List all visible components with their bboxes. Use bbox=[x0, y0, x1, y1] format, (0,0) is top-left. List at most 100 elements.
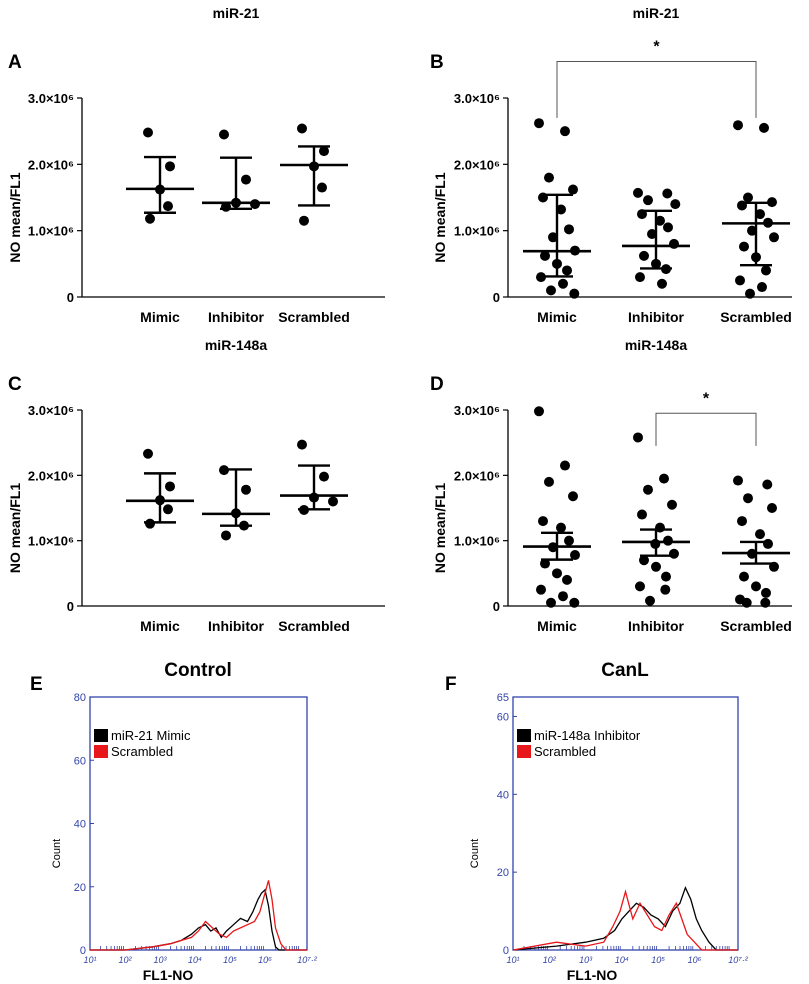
panel-A-data-point bbox=[241, 174, 251, 185]
panel-F-xtick-label: 10² bbox=[543, 955, 557, 965]
panel-D-data-point bbox=[660, 584, 671, 595]
panel-D-data-point bbox=[667, 499, 677, 510]
panel-A-ytick-label: 1.0×10⁶ bbox=[28, 224, 74, 239]
panel-A-data-point bbox=[163, 201, 173, 212]
panel-D-data-point bbox=[733, 475, 743, 486]
panel-C-data-point bbox=[221, 530, 231, 541]
panel-D-data-point bbox=[659, 473, 669, 484]
panel-letter-F: F bbox=[445, 674, 457, 695]
panel-F-xtick-label: 10⁵ bbox=[651, 955, 665, 965]
panel-B-data-point bbox=[568, 184, 578, 195]
panel-D-significance-bracket bbox=[655, 412, 757, 446]
panel-E-ytick-label: 60 bbox=[74, 755, 86, 767]
panel-D-data-point bbox=[637, 509, 647, 520]
panel-D-data-point bbox=[669, 548, 679, 559]
panel-E-legend-label: miR-21 Mimic bbox=[111, 728, 191, 743]
panel-D-data-point bbox=[562, 574, 572, 585]
panel-B-data-point bbox=[669, 238, 679, 249]
panel-E-xtick-label: 10² bbox=[118, 955, 132, 965]
panel-B-category-label: Mimic bbox=[537, 309, 577, 325]
panel-B-data-point bbox=[735, 275, 745, 286]
panel-F-histogram-scrambled bbox=[512, 889, 738, 951]
panel-D-data-point bbox=[737, 516, 747, 527]
panel-F-ytick-label: 60 bbox=[497, 711, 509, 723]
panel-D-data-point bbox=[760, 597, 771, 608]
panel-D-data-point bbox=[635, 581, 645, 592]
panel-B-data-point bbox=[743, 192, 753, 203]
panel-D-data-point bbox=[558, 591, 568, 602]
panel-E-xtick-label: 10³ bbox=[153, 955, 167, 965]
panel-E-ytick-label: 40 bbox=[74, 819, 86, 831]
panel-B-data-point bbox=[757, 282, 767, 293]
panel-C-ytick-label: 2.0×10⁶ bbox=[28, 468, 74, 483]
panel-E-ytick-label: 0 bbox=[80, 945, 86, 957]
panel-C-ytick-label: 0 bbox=[67, 599, 74, 614]
panel-B-data-point bbox=[769, 232, 779, 243]
panel-C-data-point bbox=[319, 471, 329, 482]
panel-E-ylabel: Count bbox=[51, 839, 63, 868]
panel-B-data-point bbox=[544, 172, 554, 183]
panel-A-data-point bbox=[299, 215, 309, 226]
panel-B-ytick-label: 0 bbox=[493, 290, 500, 305]
panel-F-xtick-label: 10⁷·² bbox=[728, 955, 748, 965]
panel-B-data-point bbox=[663, 222, 673, 233]
panel-C-category-label: Scrambled bbox=[278, 618, 350, 634]
panel-C-data-point bbox=[328, 496, 338, 507]
panel-D-data-point bbox=[560, 460, 570, 471]
panel-letter-A: A bbox=[8, 52, 22, 73]
panel-B-ytick-label: 2.0×10⁶ bbox=[454, 157, 500, 172]
panel-B-data-point bbox=[670, 199, 681, 210]
panel-E-xtick-label: 10⁴ bbox=[188, 955, 202, 965]
panel-B-data-point bbox=[733, 120, 743, 131]
panel-D-ytick-label: 2.0×10⁶ bbox=[454, 468, 500, 483]
panel-A-ytick-label: 2.0×10⁶ bbox=[28, 157, 74, 172]
panel-C-data-point bbox=[297, 439, 307, 450]
panel-D-ylabel: NO mean/FL1 bbox=[432, 483, 448, 573]
panel-A-data-point bbox=[165, 161, 175, 172]
panel-D-category-label: Mimic bbox=[537, 618, 577, 634]
panel-E-xtick-label: 10⁶ bbox=[258, 955, 272, 965]
panel-B-data-point bbox=[635, 272, 645, 283]
panel-B-data-point bbox=[655, 215, 665, 226]
panel-D-ytick-label: 0 bbox=[493, 599, 500, 614]
panel-F-xtick-label: 10¹ bbox=[506, 955, 519, 965]
panel-A-data-point bbox=[297, 123, 307, 134]
panel-letter-C: C bbox=[8, 374, 22, 395]
panel-D-data-point bbox=[767, 503, 777, 513]
panel-E-histogram-scrambled bbox=[90, 880, 307, 951]
panel-D-data-point bbox=[570, 550, 580, 561]
panel-D-data-point bbox=[651, 561, 661, 572]
panel-B-data-point bbox=[647, 228, 657, 239]
panel-letter-E: E bbox=[30, 674, 43, 695]
panel-D-data-point bbox=[661, 571, 671, 582]
panel-E-xlabel: FL1-NO bbox=[143, 967, 194, 983]
panel-C-category-label: Mimic bbox=[140, 618, 180, 634]
panel-A-ylabel: NO mean/FL1 bbox=[7, 172, 23, 262]
panel-B-data-point bbox=[739, 241, 749, 252]
panel-B-data-point bbox=[643, 195, 653, 206]
panel-E-xtick-label: 10⁵ bbox=[223, 955, 237, 965]
panel-D-data-point bbox=[645, 595, 655, 606]
panel-B-title: miR-21 bbox=[633, 5, 680, 21]
panel-D-data-point bbox=[762, 479, 773, 490]
panel-D-data-point bbox=[741, 597, 752, 608]
panel-B-significance-bracket bbox=[556, 61, 757, 118]
panel-F-title: CanL bbox=[601, 660, 649, 681]
panel-C-data-point bbox=[163, 504, 173, 515]
panel-B-data-point bbox=[657, 278, 667, 289]
panel-B-data-point bbox=[569, 288, 580, 299]
panel-F-legend-swatch bbox=[517, 745, 531, 758]
panel-E-title: Control bbox=[164, 660, 232, 681]
panel-D-data-point bbox=[552, 568, 562, 579]
panel-D-title: miR-148a bbox=[625, 337, 687, 353]
panel-A-data-point bbox=[317, 182, 327, 193]
panel-B-category-label: Inhibitor bbox=[628, 309, 685, 325]
panel-D-data-point bbox=[546, 597, 556, 608]
panel-D-data-point bbox=[564, 535, 574, 546]
panel-F-ytick-label: 0 bbox=[503, 945, 509, 957]
panel-F-ylabel: Count bbox=[469, 839, 481, 868]
panel-B-data-point bbox=[558, 278, 568, 289]
panel-B-data-point bbox=[562, 265, 572, 276]
panel-D-data-point bbox=[569, 597, 580, 608]
